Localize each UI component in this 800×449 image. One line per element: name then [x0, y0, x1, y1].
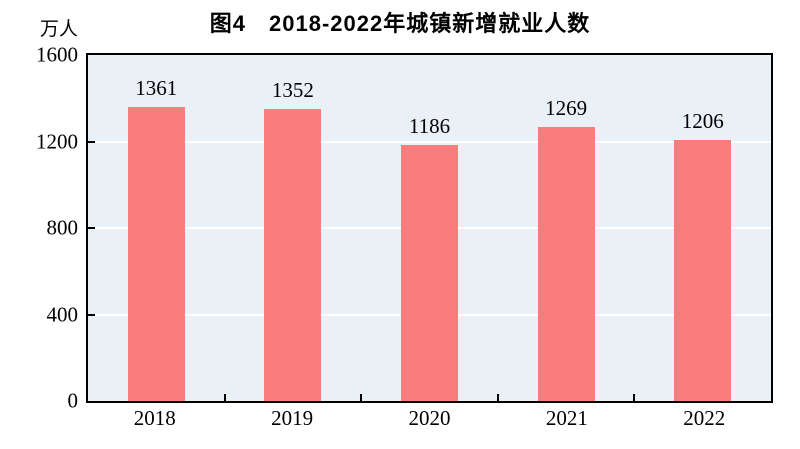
y-axis-tick-label: 1600: [36, 42, 78, 67]
bar-value-label: 1269: [545, 95, 588, 120]
bar-value-label: 1352: [271, 77, 314, 102]
x-axis-tick-mark: [360, 394, 363, 401]
bar-2019: [264, 108, 322, 401]
bar-value-label: 1361: [135, 75, 178, 100]
x-axis-tick-mark: [223, 394, 226, 401]
bar-2020: [401, 144, 458, 401]
bar-value-label: 1206: [681, 109, 724, 134]
plot-area: 1361 1352 1186 1269 1206: [86, 53, 773, 403]
bar-2022: [674, 140, 732, 401]
chart-title: 图4 2018-2022年城镇新增就业人数: [209, 11, 591, 36]
y-axis-tick-label: 0: [67, 388, 79, 413]
y-axis-tick-mark: [88, 313, 95, 316]
bar-2018: [127, 106, 185, 401]
x-axis-category-label: 2018: [133, 406, 176, 430]
y-axis-tick-label: 800: [46, 215, 79, 240]
y-axis-tick-label: 1200: [36, 129, 78, 153]
y-axis-unit-label: 万人: [39, 19, 78, 40]
x-axis-category-label: 2021: [545, 406, 588, 430]
y-axis-tick-mark: [88, 227, 95, 229]
x-axis-category-label: 2019: [271, 406, 314, 430]
x-axis-tick-labels: 2018 2019 2020 2021 2022: [86, 408, 773, 434]
x-axis-category-label: 2020: [408, 406, 451, 430]
y-axis-tick-mark: [88, 140, 95, 143]
y-axis-tick-labels: 0 400 800 1200 1600: [0, 44, 79, 411]
x-axis-tick-mark: [496, 394, 499, 401]
bar-2021: [537, 126, 595, 401]
y-axis-tick-label: 400: [46, 302, 79, 326]
gridline: [88, 140, 771, 143]
x-axis-category-label: 2022: [683, 406, 726, 430]
x-axis-tick-mark: [633, 394, 636, 401]
bar-value-label: 1186: [408, 113, 451, 138]
